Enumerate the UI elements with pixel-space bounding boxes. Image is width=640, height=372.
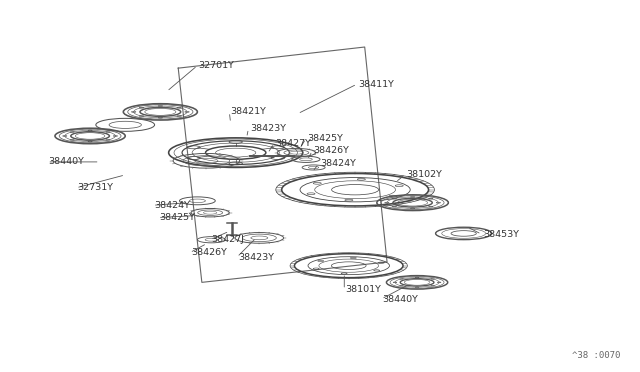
Text: 38102Y: 38102Y [406,170,442,179]
Text: 38411Y: 38411Y [358,80,394,89]
Text: 38424Y: 38424Y [320,159,356,168]
Text: 38101Y: 38101Y [346,285,381,294]
Text: 32701Y: 32701Y [198,61,234,70]
Text: 38427J: 38427J [211,235,244,244]
Text: 38427Y: 38427Y [275,139,311,148]
Text: 38425Y: 38425Y [307,134,343,143]
Text: 38425Y: 38425Y [159,213,195,222]
Text: 38423Y: 38423Y [250,124,285,133]
Text: 38424Y: 38424Y [154,201,190,210]
Text: 32731Y: 32731Y [77,183,113,192]
Text: 38426Y: 38426Y [314,146,349,155]
Text: ^38 :0070: ^38 :0070 [572,351,620,360]
Text: 38440Y: 38440Y [49,157,84,166]
Text: 38440Y: 38440Y [383,295,419,304]
Text: 38423Y: 38423Y [238,253,275,262]
Text: 38453Y: 38453Y [483,230,519,239]
Text: 38421Y: 38421Y [230,108,266,116]
Text: 38426Y: 38426Y [191,248,227,257]
